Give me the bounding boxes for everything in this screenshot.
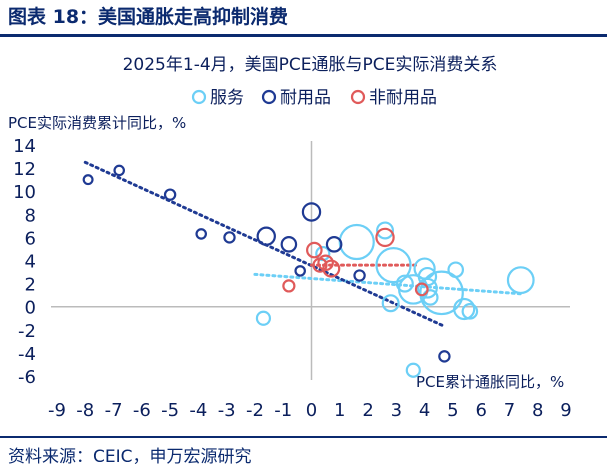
x-tick-label: 1	[334, 400, 345, 421]
data-point-durable	[223, 231, 236, 244]
data-point-nondurable	[322, 259, 341, 278]
x-tick-label: -2	[246, 400, 264, 421]
data-point-services	[405, 362, 421, 378]
data-point-nondurable	[306, 241, 323, 259]
x-tick-label: 0	[306, 400, 317, 421]
x-tick-label: -4	[189, 400, 207, 421]
source-note: 资料来源：CEIC，申万宏源研究	[8, 447, 252, 467]
data-point-services	[417, 277, 438, 299]
axes	[51, 141, 570, 380]
data-point-durable	[294, 265, 306, 277]
data-point-services	[381, 294, 400, 313]
data-point-services	[375, 247, 412, 284]
data-point-durable	[301, 202, 322, 222]
data-point-nondurable	[312, 257, 328, 273]
y-tick-label: 10	[13, 182, 36, 203]
x-tick-label: 5	[447, 400, 458, 421]
legend-item-nondurable: 非耐用品	[350, 88, 437, 108]
data-point-services	[447, 261, 465, 279]
data-point-services	[419, 270, 464, 316]
x-tick-label: -5	[161, 400, 179, 421]
trendline-services	[253, 272, 526, 296]
y-tick-label: -6	[18, 367, 36, 388]
scatter-chart: 2025年1-4月，美国PCE通胀与PCE实际消费关系 服务 耐用品 非耐用品 …	[8, 55, 572, 421]
data-point-services	[506, 266, 535, 295]
x-tick-label: 2	[362, 400, 373, 421]
legend-label-durable: 耐用品	[280, 88, 331, 108]
y-tick-label: 12	[13, 159, 36, 180]
chart-title: 2025年1-4月，美国PCE通胀与PCE实际消费关系	[123, 55, 498, 75]
x-tick-label: 4	[419, 400, 430, 421]
data-point-services	[376, 221, 395, 240]
x-tick-label: -9	[48, 400, 66, 421]
data-point-durable	[280, 236, 298, 253]
y-tick-label: 0	[25, 298, 36, 319]
data-point-durable	[82, 174, 94, 186]
y-tick-label: 8	[25, 205, 36, 226]
data-point-durable	[195, 228, 207, 240]
x-tick-label: -6	[133, 400, 151, 421]
y-tick-label: 14	[13, 136, 36, 157]
data-point-services	[453, 297, 476, 321]
y-tick-label: 6	[25, 228, 36, 249]
data-point-durable	[256, 226, 276, 246]
data-point-durable	[163, 188, 177, 201]
legend: 服务 耐用品 非耐用品	[191, 88, 437, 108]
data-point-services	[421, 289, 439, 306]
legend-label-nondurable: 非耐用品	[369, 88, 437, 108]
data-point-durable	[325, 236, 343, 253]
x-tick-label: -7	[105, 400, 123, 421]
legend-marker-durable	[261, 89, 277, 105]
y-tick-label: 4	[25, 252, 36, 273]
figure-title: 图表 18：美国通胀走高抑制消费	[8, 6, 289, 28]
legend-marker-nondurable	[350, 89, 366, 105]
x-tick-label: 3	[391, 400, 402, 421]
x-tick-label: 9	[560, 400, 571, 421]
data-point-nondurable	[375, 227, 395, 248]
x-tick-labels: -9 -8 -7 -6 -5 -4 -3 -2 -1 0 1 2 3 4 5 6 7 8 9	[48, 400, 572, 421]
data-points	[82, 164, 535, 378]
y-tick-label: 2	[25, 275, 36, 296]
x-tick-label: -3	[218, 400, 236, 421]
legend-label-services: 服务	[210, 88, 244, 108]
y-tick-label: -2	[18, 321, 36, 342]
data-point-services	[417, 266, 438, 287]
x-tick-label: 6	[475, 400, 486, 421]
data-point-nondurable	[282, 279, 296, 293]
x-tick-label: -8	[76, 400, 94, 421]
x-tick-label: 8	[532, 400, 543, 421]
legend-marker-services	[191, 89, 207, 105]
data-point-services	[395, 274, 414, 293]
x-axis-label: PCE累计通胀同比，%	[416, 373, 564, 391]
data-point-services	[338, 223, 375, 261]
legend-item-durable: 耐用品	[261, 88, 331, 108]
footer-rule	[0, 436, 607, 438]
data-point-nondurable	[414, 282, 429, 297]
data-point-durable	[353, 269, 366, 282]
data-point-durable	[113, 164, 125, 177]
y-axis-label: PCE实际消费累计同比，%	[8, 114, 186, 132]
title-rule	[0, 34, 607, 37]
x-tick-label: -1	[274, 400, 292, 421]
legend-item-services: 服务	[191, 88, 244, 108]
data-point-services	[255, 310, 272, 326]
data-point-services	[461, 303, 479, 320]
x-tick-label: 7	[504, 400, 515, 421]
data-point-durable	[438, 350, 451, 363]
y-tick-label: -4	[18, 344, 36, 365]
